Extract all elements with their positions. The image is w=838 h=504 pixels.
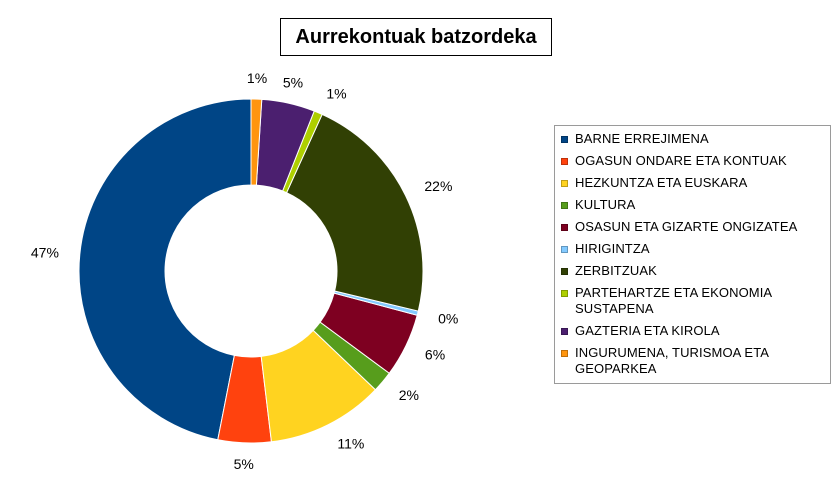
slice-label-4: 6% <box>425 347 445 363</box>
legend-swatch-8 <box>561 328 568 335</box>
slice-label-0: 47% <box>31 244 59 260</box>
legend-item-6: ZERBITZUAK <box>561 263 824 279</box>
legend-swatch-6 <box>561 268 568 275</box>
slice-label-5: 0% <box>438 310 458 326</box>
legend-item-5: HIRIGINTZA <box>561 241 824 257</box>
legend-item-0: BARNE ERREJIMENA <box>561 131 824 147</box>
legend-item-4: OSASUN ETA GIZARTE ONGIZATEA <box>561 219 824 235</box>
legend: BARNE ERREJIMENA OGASUN ONDARE ETA KONTUA… <box>554 125 831 384</box>
legend-label-8: GAZTERIA ETA KIROLA <box>575 323 720 338</box>
legend-label-4: OSASUN ETA GIZARTE ONGIZATEA <box>575 219 798 234</box>
slice-label-2: 11% <box>337 436 364 452</box>
legend-swatch-4 <box>561 224 568 231</box>
legend-item-2: HEZKUNTZA ETA EUSKARA <box>561 175 824 191</box>
slice-label-8: 5% <box>283 75 303 91</box>
legend-label-1: OGASUN ONDARE ETA KONTUAK <box>575 153 787 168</box>
legend-label-7: PARTEHARTZE ETA EKONOMIA SUSTAPENA <box>575 285 772 316</box>
legend-label-0: BARNE ERREJIMENA <box>575 131 709 146</box>
slice-9 <box>250 98 263 186</box>
slice-label-1: 5% <box>234 456 254 472</box>
slice-0 <box>78 98 252 441</box>
legend-label-2: HEZKUNTZA ETA EUSKARA <box>575 175 748 190</box>
legend-label-9: INGURUMENA, TURISMOA ETA GEOPARKEA <box>575 345 769 376</box>
legend-swatch-0 <box>561 136 568 143</box>
legend-swatch-3 <box>561 202 568 209</box>
legend-swatch-2 <box>561 180 568 187</box>
legend-label-5: HIRIGINTZA <box>575 241 650 256</box>
chart-title: Aurrekontuak batzordeka <box>280 18 552 56</box>
legend-item-9: INGURUMENA, TURISMOA ETA GEOPARKEA <box>561 345 824 377</box>
legend-item-3: KULTURA <box>561 197 824 213</box>
legend-item-8: GAZTERIA ETA KIROLA <box>561 323 824 339</box>
slice-label-6: 22% <box>424 178 452 194</box>
legend-swatch-9 <box>561 350 568 357</box>
slice-label-9: 1% <box>247 70 267 86</box>
legend-label-6: ZERBITZUAK <box>575 263 657 278</box>
slice-label-7: 1% <box>326 85 346 101</box>
legend-swatch-5 <box>561 246 568 253</box>
slice-label-3: 2% <box>399 387 419 403</box>
legend-swatch-1 <box>561 158 568 165</box>
legend-label-3: KULTURA <box>575 197 636 212</box>
legend-item-1: OGASUN ONDARE ETA KONTUAK <box>561 153 824 169</box>
slice-6 <box>285 113 424 312</box>
legend-item-7: PARTEHARTZE ETA EKONOMIA SUSTAPENA <box>561 285 824 317</box>
legend-swatch-7 <box>561 290 568 297</box>
